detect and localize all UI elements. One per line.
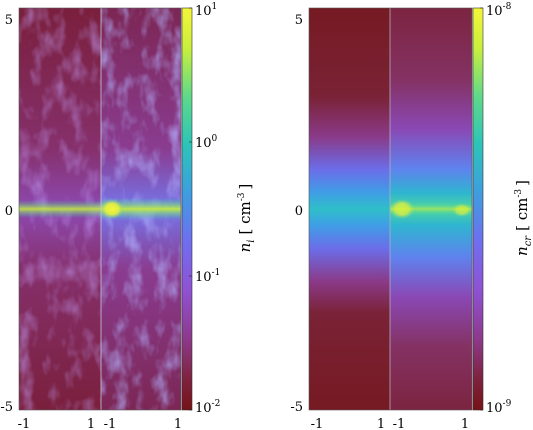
left-colorbar-label: ni[ cm-3] [236,184,257,253]
left-heatmap-panel-1 [19,8,101,410]
left-x-tick-3: -1 [104,417,117,430]
right-plot-frame [308,7,473,411]
colorbar-tick-label: 10-2 [195,399,220,416]
right-heatmap-panel-1 [309,8,390,410]
right-x-tick-4: 1 [461,417,469,430]
right-figure: 5 0 -5 -1 1 -1 1 10-8 10-9 ncr[ cm-3] [290,2,533,430]
right-x-tick-3: -1 [393,417,406,430]
right-x-tick-2: 1 [377,417,385,430]
left-y-tick-minus5: -5 [0,400,13,415]
colorbar-tick-label: 100 [195,134,218,151]
left-x-tick-1: -1 [18,417,31,430]
colorbar-tick-label: 10-9 [486,399,512,416]
colorbar-tick-label: 10-8 [486,2,512,19]
left-colorbar [181,7,193,411]
right-y-tick-minus5: -5 [290,400,303,415]
left-heatmap-panel-2 [100,8,181,410]
right-colorbar [472,7,484,411]
colorbar-tick-label: 101 [195,2,217,19]
left-figure: 5 0 -5 -1 1 -1 1 101 100 10-1 10-2 ni[ cm-3… [0,2,257,430]
left-y-tick-5: 5 [5,13,13,28]
left-y-tick-0: 0 [5,204,13,219]
right-y-tick-5: 5 [295,13,303,28]
right-heatmap-panel-2 [389,8,472,410]
right-x-tick-1: -1 [311,417,324,430]
colorbar-tick-label: 10-1 [195,268,220,285]
right-y-tick-0: 0 [295,204,303,219]
left-colorbar-ticks: 101 100 10-1 10-2 [189,2,220,416]
right-colorbar-ticks: 10-8 10-9 [480,2,512,416]
left-plot-frame [18,7,182,411]
right-colorbar-label: ncr[ cm-3] [513,180,533,256]
left-x-tick-2: 1 [87,417,95,430]
left-x-tick-4: 1 [174,417,182,430]
